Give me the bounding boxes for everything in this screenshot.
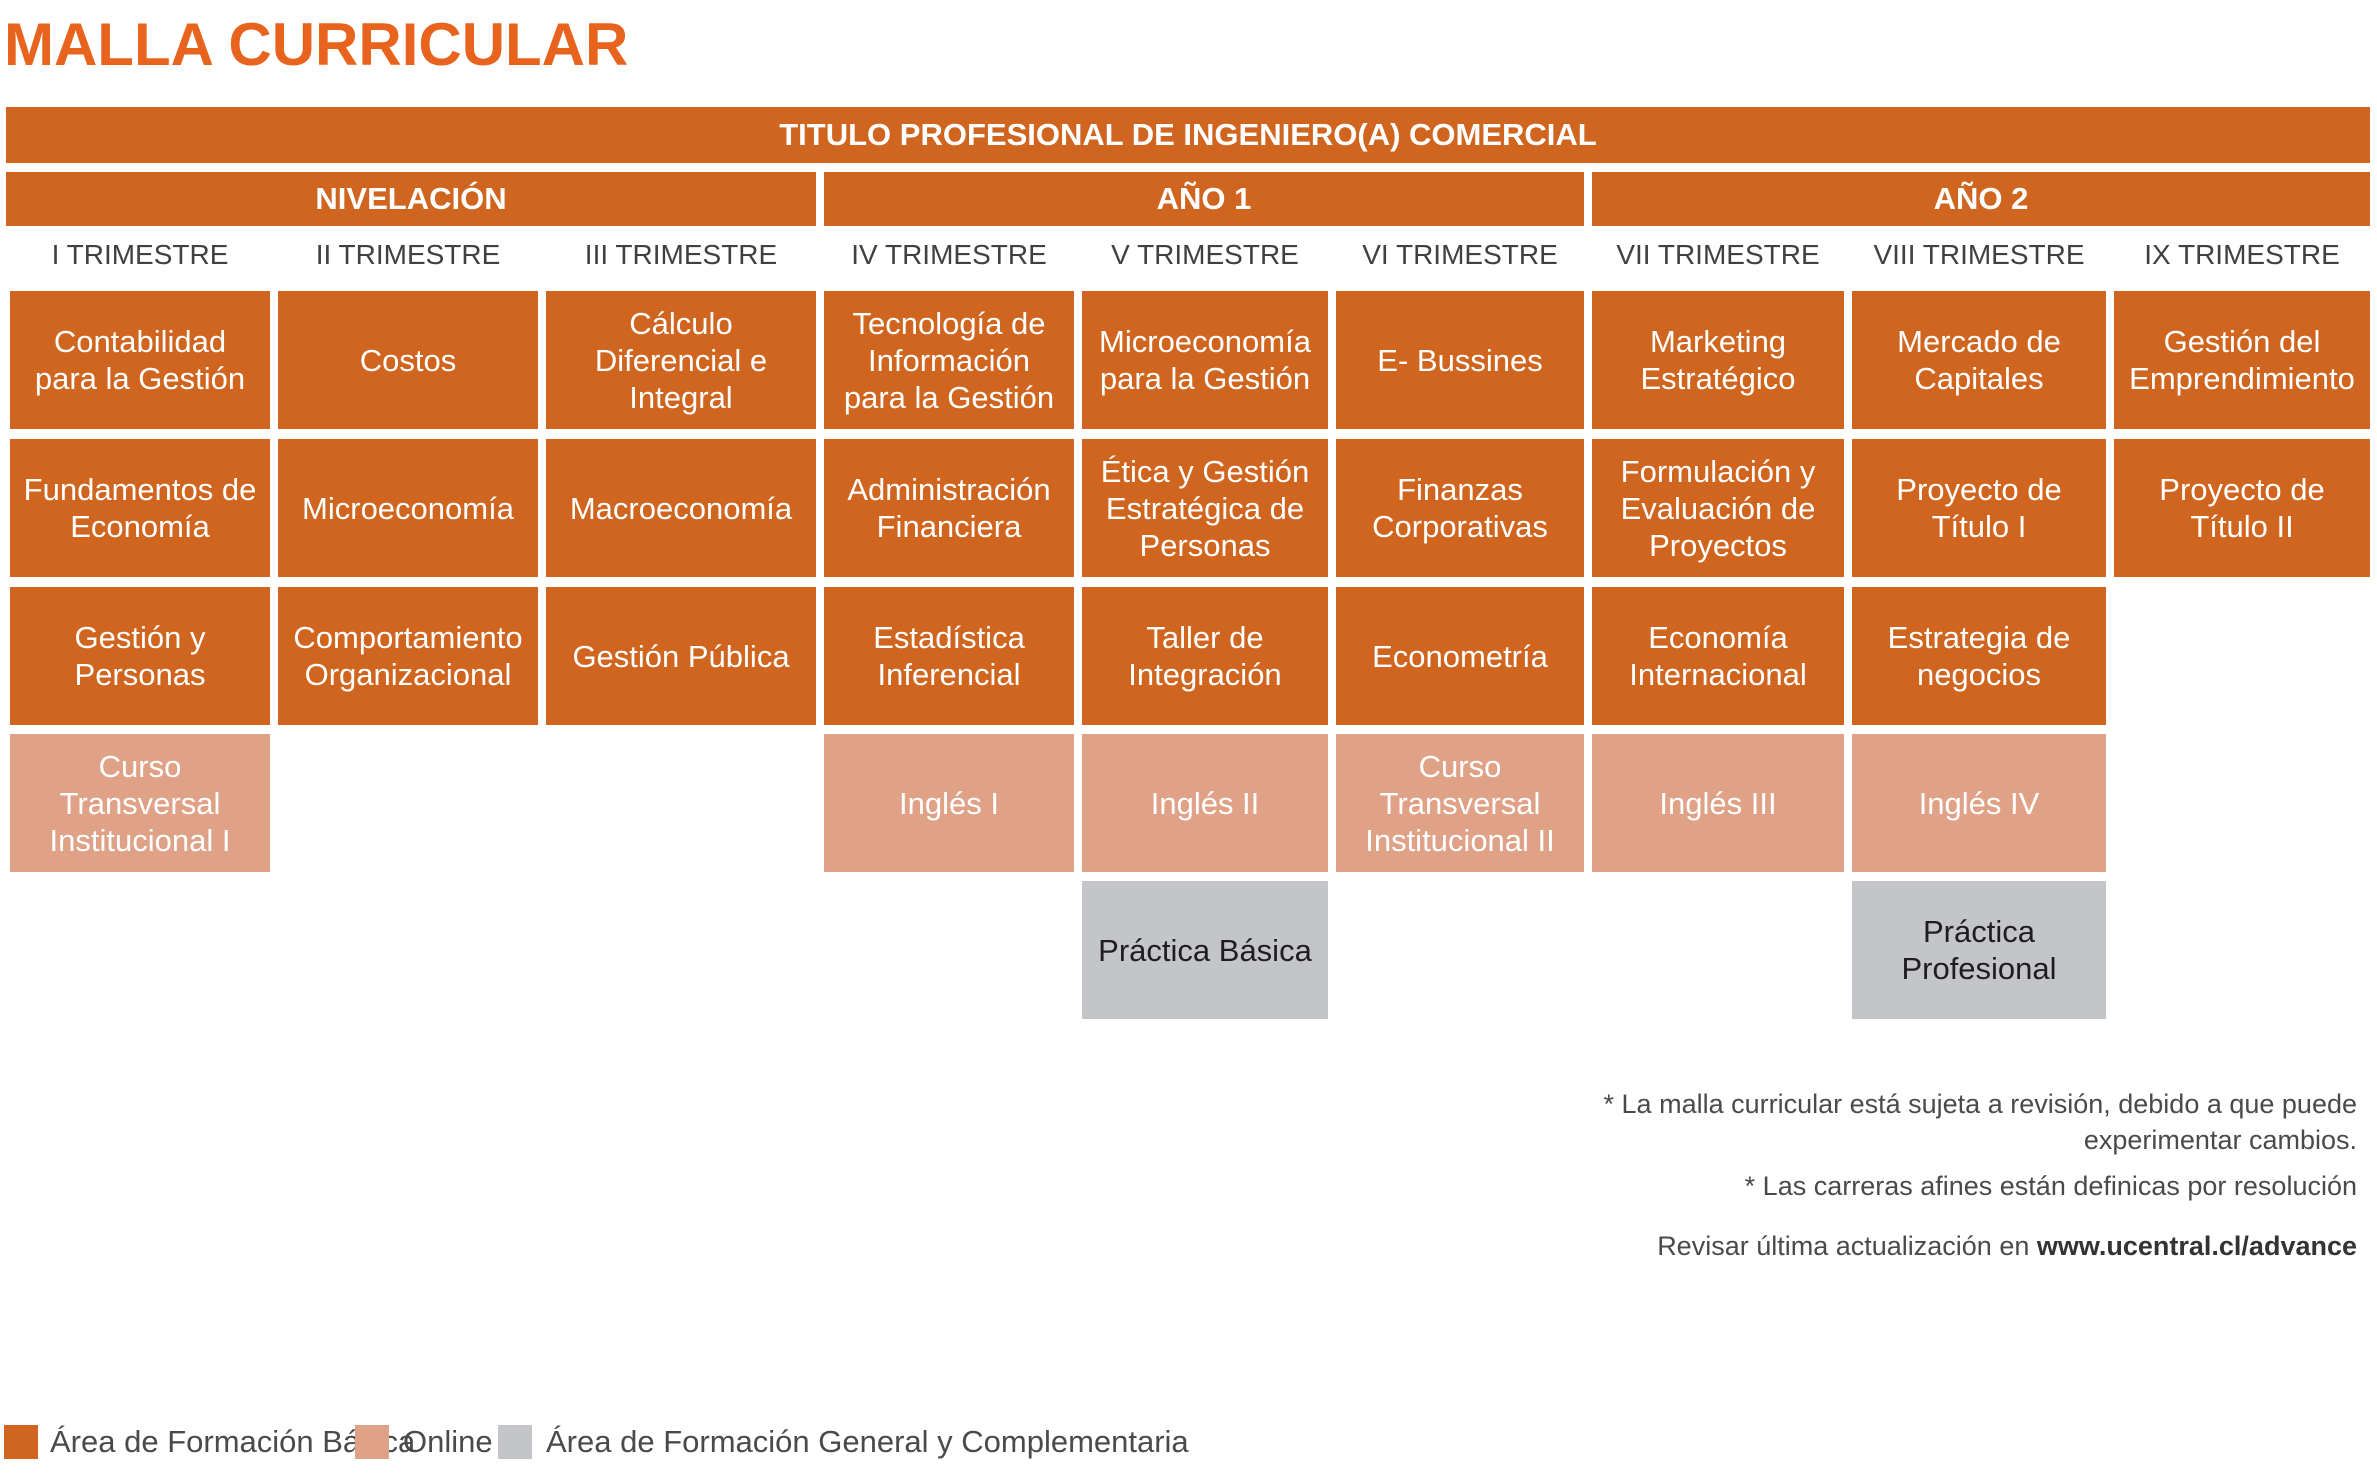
course-box-online: Curso Transversal Institucional II — [1336, 734, 1584, 872]
course-box-basic: Microeconomía para la Gestión — [1082, 291, 1328, 429]
course-box-basic: Ética y Gestión Estratégica de Personas — [1082, 439, 1328, 577]
note-revision-line-1: * La malla curricular está sujeta a revi… — [1603, 1089, 2357, 1119]
segment-ano-1: AÑO 1 — [824, 172, 1584, 226]
course-box-online: Curso Transversal Institucional I — [10, 734, 270, 872]
trimester-header: III TRIMESTRE — [584, 239, 778, 270]
note-revision: * La malla curricular está sujeta a revi… — [1604, 1086, 2357, 1158]
note-update: Revisar última actualización en www.ucen… — [1657, 1228, 2357, 1264]
course-box-basic: Proyecto de Título II — [2114, 439, 2370, 577]
page-title: MALLA CURRICULAR — [4, 11, 629, 78]
course-box-basic: Proyecto de Título I — [1852, 439, 2106, 577]
course-box-basic: Economía Internacional — [1592, 587, 1844, 725]
course-box-basic: Gestión y Personas — [10, 587, 270, 725]
course-box-basic: Contabilidad para la Gestión — [10, 291, 270, 429]
course-box-basic: Macroeconomía — [546, 439, 816, 577]
course-box-basic: Cálculo Diferencial e Integral — [546, 291, 816, 429]
course-box-basic: Estadística Inferencial — [824, 587, 1074, 725]
course-box-basic: Fundamentos de Economía — [10, 439, 270, 577]
course-box-basic: Taller de Integración — [1082, 587, 1328, 725]
course-box-basic: Costos — [278, 291, 538, 429]
course-box-basic: Microeconomía — [278, 439, 538, 577]
legend-swatch-general — [498, 1425, 532, 1459]
course-box-basic: Gestión Pública — [546, 587, 816, 725]
legend-label-online: Online — [403, 1424, 493, 1459]
note-revision-line-2: experimentar cambios. — [2083, 1125, 2357, 1155]
legend-label-general: Área de Formación General y Complementar… — [546, 1424, 1189, 1459]
trimester-header: II TRIMESTRE — [315, 239, 501, 270]
course-box-basic: E- Bussines — [1336, 291, 1584, 429]
course-box-basic: Finanzas Corporativas — [1336, 439, 1584, 577]
trimester-header: VII TRIMESTRE — [1616, 239, 1820, 270]
trimester-header: I TRIMESTRE — [51, 239, 229, 270]
trimester-header: VIII TRIMESTRE — [1873, 239, 2085, 270]
trimester-header: V TRIMESTRE — [1111, 239, 1299, 270]
trimester-header: IV TRIMESTRE — [851, 239, 1047, 270]
note-update-prefix: Revisar última actualización en — [1657, 1231, 2037, 1261]
segment-nivelacion: NIVELACIÓN — [6, 172, 816, 226]
legend-swatch-online — [355, 1425, 389, 1459]
trimester-header: IX TRIMESTRE — [2144, 239, 2340, 270]
course-box-basic: Estrategia de negocios — [1852, 587, 2106, 725]
update-link[interactable]: www.ucentral.cl/advance — [2036, 1231, 2357, 1261]
course-box-online: Inglés III — [1592, 734, 1844, 872]
course-box-basic: Econometría — [1336, 587, 1584, 725]
course-box-basic: Marketing Estratégico — [1592, 291, 1844, 429]
trimester-header: VI TRIMESTRE — [1362, 239, 1558, 270]
course-box-online: Inglés II — [1082, 734, 1328, 872]
legend-swatch-basic — [4, 1425, 38, 1459]
course-box-basic: Administración Financiera — [824, 439, 1074, 577]
course-box-general: Práctica Profesional — [1852, 881, 2106, 1019]
course-box-basic: Mercado de Capitales — [1852, 291, 2106, 429]
degree-title-bar: TITULO PROFESIONAL DE INGENIERO(A) COMER… — [6, 107, 2370, 163]
note-afines: * Las carreras afines están definicas po… — [1744, 1171, 2357, 1201]
course-box-online: Inglés I — [824, 734, 1074, 872]
segment-ano-2: AÑO 2 — [1592, 172, 2370, 226]
course-box-basic: Gestión del Emprendimiento — [2114, 291, 2370, 429]
course-box-basic: Formulación y Evaluación de Proyectos — [1592, 439, 1844, 577]
course-box-online: Inglés IV — [1852, 734, 2106, 872]
course-box-basic: Tecnología de Información para la Gestió… — [824, 291, 1074, 429]
course-box-general: Práctica Básica — [1082, 881, 1328, 1019]
course-box-basic: Comportamiento Organizacional — [278, 587, 538, 725]
legend-label-basic: Área de Formación Básica — [50, 1424, 416, 1459]
